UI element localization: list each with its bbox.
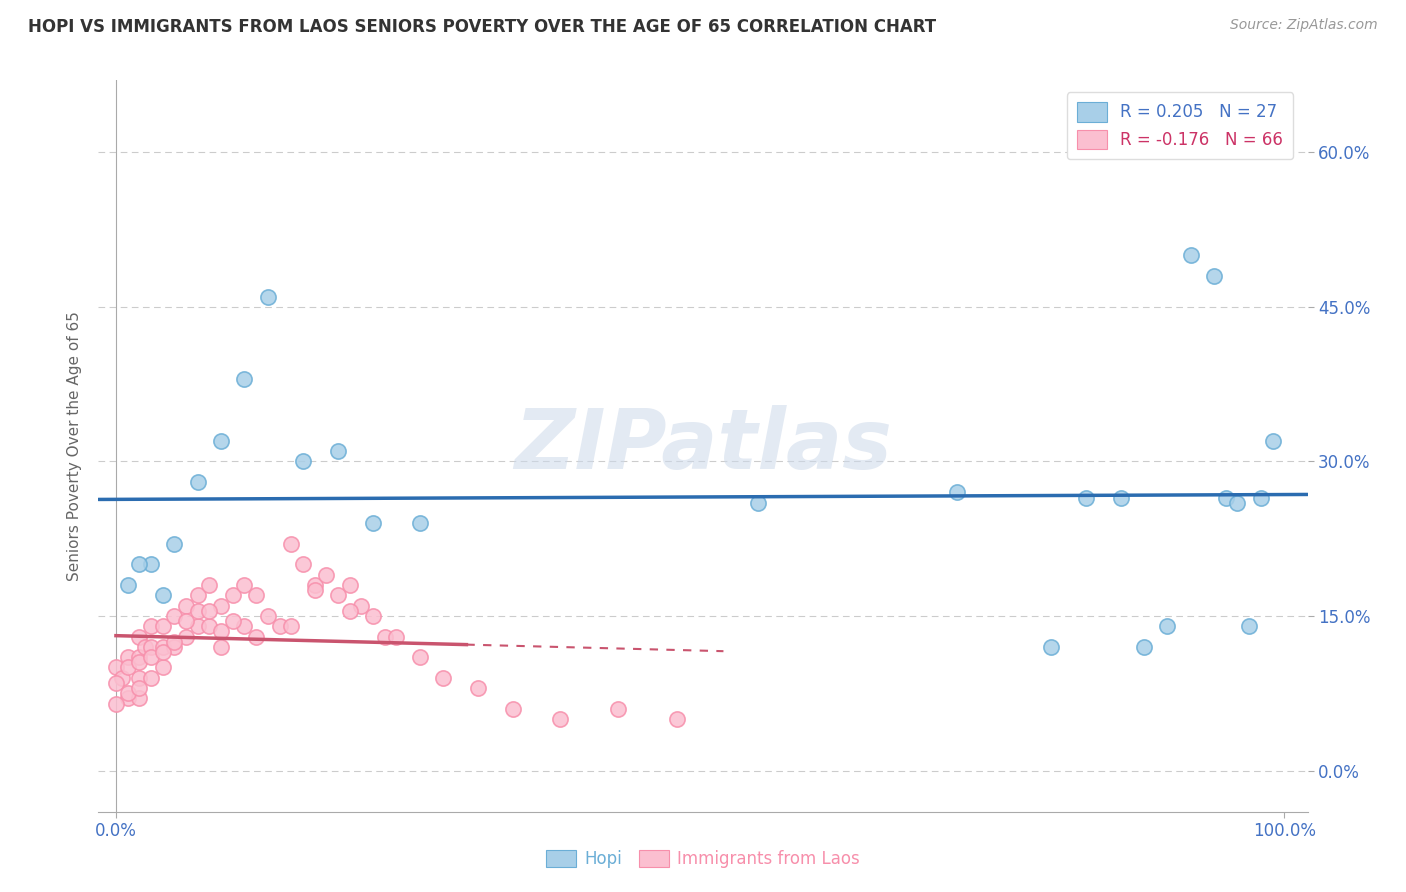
- Point: [152, 660, 174, 674]
- Point: [104, 676, 127, 690]
- Point: [117, 650, 139, 665]
- Point: [1133, 640, 1156, 654]
- Point: [1215, 491, 1237, 505]
- Point: [117, 660, 139, 674]
- Point: [187, 588, 209, 602]
- Point: [233, 578, 256, 592]
- Point: [163, 537, 186, 551]
- Point: [233, 372, 256, 386]
- Point: [304, 578, 326, 592]
- Point: [1261, 434, 1284, 448]
- Point: [1156, 619, 1178, 633]
- Point: [128, 558, 150, 572]
- Point: [361, 609, 384, 624]
- Point: [117, 578, 139, 592]
- Point: [1180, 248, 1202, 262]
- Point: [245, 630, 267, 644]
- Point: [665, 712, 688, 726]
- Point: [139, 640, 162, 654]
- Point: [111, 671, 134, 685]
- Point: [747, 496, 769, 510]
- Point: [209, 599, 232, 613]
- Text: Source: ZipAtlas.com: Source: ZipAtlas.com: [1230, 18, 1378, 32]
- Point: [117, 691, 139, 706]
- Point: [117, 686, 139, 700]
- Point: [409, 650, 432, 665]
- Point: [361, 516, 384, 531]
- Point: [187, 604, 209, 618]
- Point: [315, 567, 337, 582]
- Point: [256, 290, 278, 304]
- Point: [209, 434, 232, 448]
- Point: [1074, 491, 1097, 505]
- Legend: Hopi, Immigrants from Laos: Hopi, Immigrants from Laos: [540, 843, 866, 875]
- Point: [209, 624, 232, 639]
- Point: [104, 660, 127, 674]
- Point: [163, 634, 186, 648]
- Point: [607, 702, 630, 716]
- Legend: R = 0.205   N = 27, R = -0.176   N = 66: R = 0.205 N = 27, R = -0.176 N = 66: [1067, 92, 1294, 159]
- Point: [385, 630, 408, 644]
- Point: [1250, 491, 1272, 505]
- Point: [152, 588, 174, 602]
- Point: [152, 645, 174, 659]
- Point: [128, 671, 150, 685]
- Point: [548, 712, 571, 726]
- Point: [152, 640, 174, 654]
- Point: [163, 640, 186, 654]
- Point: [139, 558, 162, 572]
- Point: [291, 454, 314, 468]
- Point: [467, 681, 489, 695]
- Point: [209, 640, 232, 654]
- Point: [946, 485, 969, 500]
- Point: [1226, 496, 1249, 510]
- Point: [222, 614, 245, 628]
- Point: [291, 558, 314, 572]
- Point: [139, 671, 162, 685]
- Point: [163, 609, 186, 624]
- Point: [128, 656, 150, 670]
- Point: [128, 650, 150, 665]
- Text: ZIPatlas: ZIPatlas: [515, 406, 891, 486]
- Point: [339, 578, 361, 592]
- Point: [233, 619, 256, 633]
- Point: [326, 588, 349, 602]
- Y-axis label: Seniors Poverty Over the Age of 65: Seniors Poverty Over the Age of 65: [67, 311, 83, 581]
- Point: [139, 650, 162, 665]
- Point: [1204, 268, 1226, 283]
- Point: [280, 537, 302, 551]
- Point: [409, 516, 432, 531]
- Point: [104, 697, 127, 711]
- Point: [187, 619, 209, 633]
- Point: [198, 578, 221, 592]
- Point: [245, 588, 267, 602]
- Point: [432, 671, 454, 685]
- Point: [339, 604, 361, 618]
- Point: [304, 583, 326, 598]
- Point: [128, 630, 150, 644]
- Point: [187, 475, 209, 489]
- Point: [128, 681, 150, 695]
- Point: [326, 444, 349, 458]
- Point: [174, 599, 197, 613]
- Point: [350, 599, 373, 613]
- Point: [1109, 491, 1132, 505]
- Point: [374, 630, 396, 644]
- Point: [198, 619, 221, 633]
- Point: [134, 640, 156, 654]
- Point: [139, 619, 162, 633]
- Point: [256, 609, 278, 624]
- Point: [152, 619, 174, 633]
- Point: [128, 691, 150, 706]
- Point: [1237, 619, 1260, 633]
- Point: [222, 588, 245, 602]
- Point: [198, 604, 221, 618]
- Text: HOPI VS IMMIGRANTS FROM LAOS SENIORS POVERTY OVER THE AGE OF 65 CORRELATION CHAR: HOPI VS IMMIGRANTS FROM LAOS SENIORS POV…: [28, 18, 936, 36]
- Point: [280, 619, 302, 633]
- Point: [1039, 640, 1062, 654]
- Point: [174, 630, 197, 644]
- Point: [502, 702, 524, 716]
- Point: [269, 619, 291, 633]
- Point: [174, 614, 197, 628]
